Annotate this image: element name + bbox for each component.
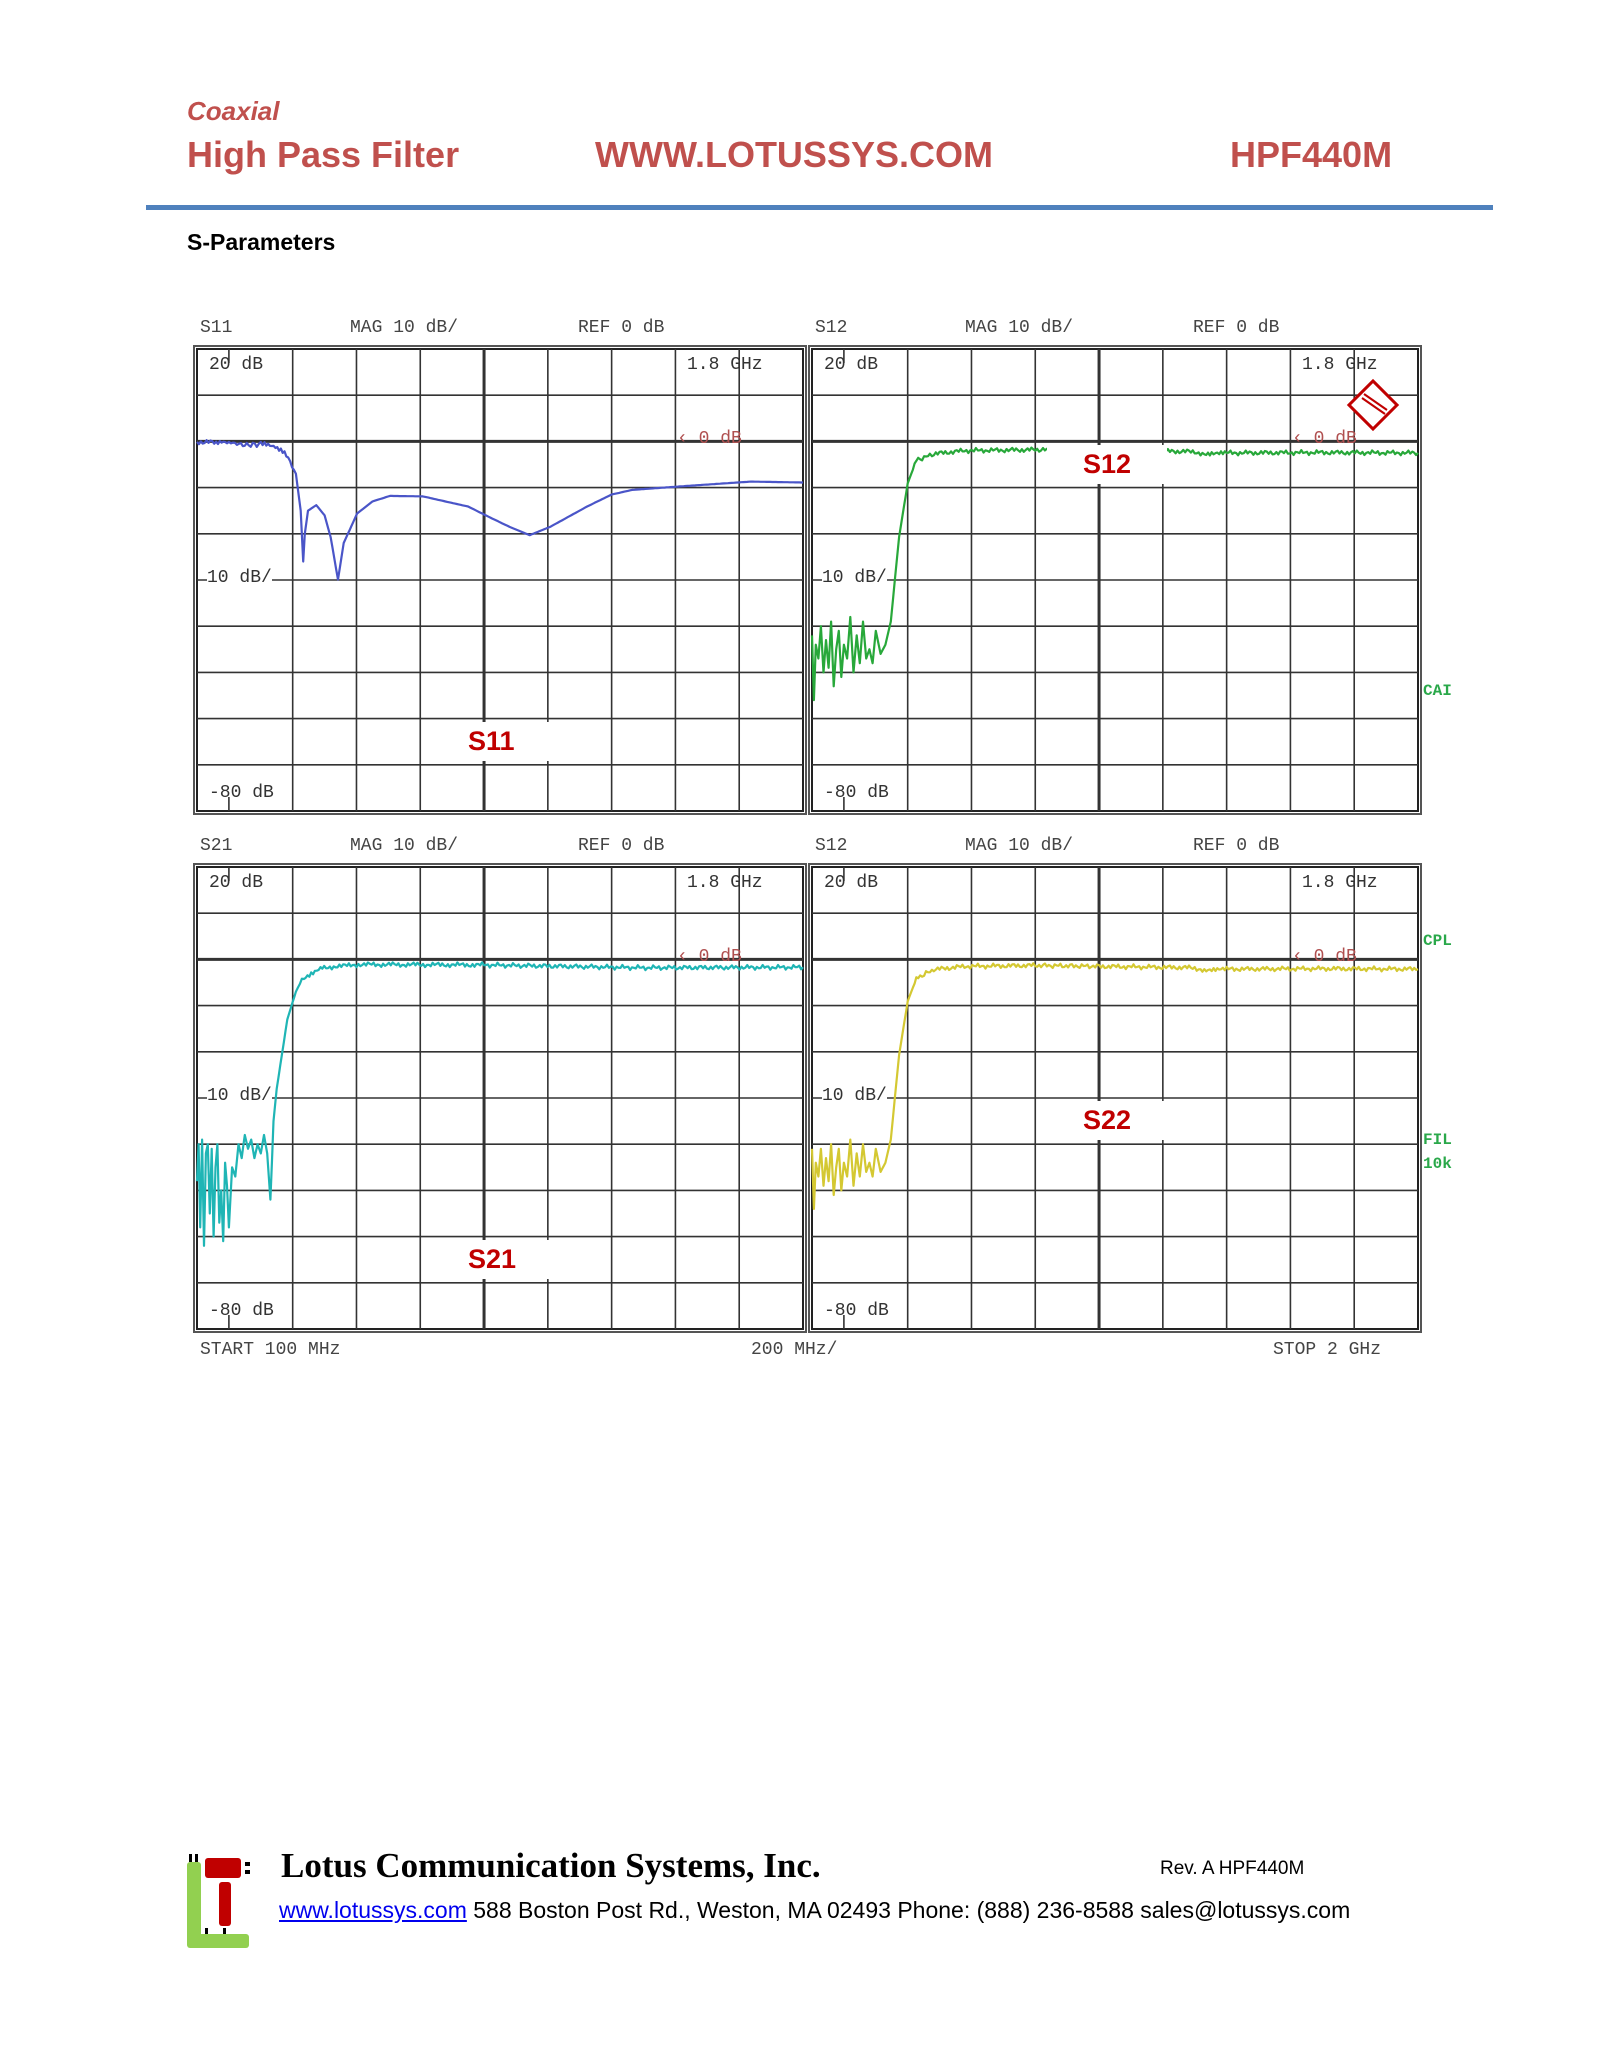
reference-label: REF 0 dB: [1193, 318, 1280, 338]
reference-marker: ‹ 0 dB: [677, 947, 742, 968]
header-divider: [146, 205, 1493, 210]
top-scale-label: 20 dB: [209, 355, 264, 375]
stop-frequency-label: STOP 2 GHz: [1273, 1340, 1382, 1360]
division-label: 10 dB/: [207, 568, 272, 588]
header-model: HPF440M: [1230, 134, 1393, 175]
header-website: WWW.LOTUSSYS.COM: [595, 134, 993, 175]
trace-name-label: S11: [432, 721, 551, 761]
channel-label: S12: [815, 836, 848, 856]
reference-label: REF 0 dB: [1193, 836, 1280, 856]
format-label: MAG 10 dB/: [350, 836, 459, 856]
address-text: 588 Boston Post Rd., Weston, MA 02493 Ph…: [466, 1897, 1351, 1923]
format-label: MAG 10 dB/: [350, 318, 459, 338]
cal-indicator: CAI: [1423, 682, 1452, 700]
channel-label: S11: [200, 318, 233, 338]
revision-label: Rev. A HPF440M: [1160, 1858, 1305, 1879]
channel-label: S21: [200, 836, 233, 856]
reference-marker: ‹ 0 dB: [1292, 429, 1357, 450]
trace-s21: [195, 961, 804, 1247]
reference-label: REF 0 dB: [578, 836, 665, 856]
trace-name-label: S21: [432, 1239, 553, 1279]
company-name: Lotus Communication Systems, Inc.: [281, 1846, 821, 1885]
reference-label: REF 0 dB: [578, 318, 665, 338]
division-label: 10 dB/: [207, 1086, 272, 1106]
division-label: 10 dB/: [822, 1086, 887, 1106]
section-title: S-Parameters: [187, 229, 336, 255]
contact-line: www.lotussys.com 588 Boston Post Rd., We…: [279, 1897, 1350, 1924]
rs-logo: [1346, 378, 1400, 432]
reference-marker: ‹ 0 dB: [1292, 947, 1357, 968]
trace-s22: [810, 962, 1419, 1211]
bottom-scale-label: -80 dB: [824, 1301, 889, 1321]
fil-bandwidth-indicator: 10k: [1423, 1155, 1452, 1173]
website-link[interactable]: www.lotussys.com: [279, 1897, 467, 1923]
marker-frequency-label: 1.8 GHz: [687, 355, 763, 375]
lotus-logo: [187, 1854, 251, 1948]
marker-frequency-label: 1.8 GHz: [1302, 873, 1378, 893]
bottom-scale-label: -80 dB: [824, 783, 889, 803]
top-scale-label: 20 dB: [824, 355, 879, 375]
bottom-scale-label: -80 dB: [209, 783, 274, 803]
top-scale-label: 20 dB: [209, 873, 264, 893]
channel-label: S12: [815, 318, 848, 338]
marker-frequency-label: 1.8 GHz: [687, 873, 763, 893]
division-label: 10 dB/: [822, 568, 887, 588]
header-product-type: High Pass Filter: [187, 134, 460, 175]
reference-marker: ‹ 0 dB: [677, 429, 742, 450]
header-subtitle: Coaxial: [187, 96, 280, 126]
fil-indicator: FIL: [1423, 1131, 1452, 1149]
trace-s11: [196, 439, 803, 581]
format-label: MAG 10 dB/: [965, 836, 1074, 856]
format-label: MAG 10 dB/: [965, 318, 1074, 338]
cpl-indicator: CPL: [1423, 932, 1452, 950]
bottom-scale-label: -80 dB: [209, 1301, 274, 1321]
top-scale-label: 20 dB: [824, 873, 879, 893]
frequency-scale-label: 200 MHz/: [751, 1340, 838, 1360]
trace-name-label: S22: [1047, 1101, 1168, 1141]
marker-frequency-label: 1.8 GHz: [1302, 355, 1378, 375]
trace-name-label: S12: [1047, 444, 1168, 484]
start-frequency-label: START 100 MHz: [200, 1340, 341, 1360]
